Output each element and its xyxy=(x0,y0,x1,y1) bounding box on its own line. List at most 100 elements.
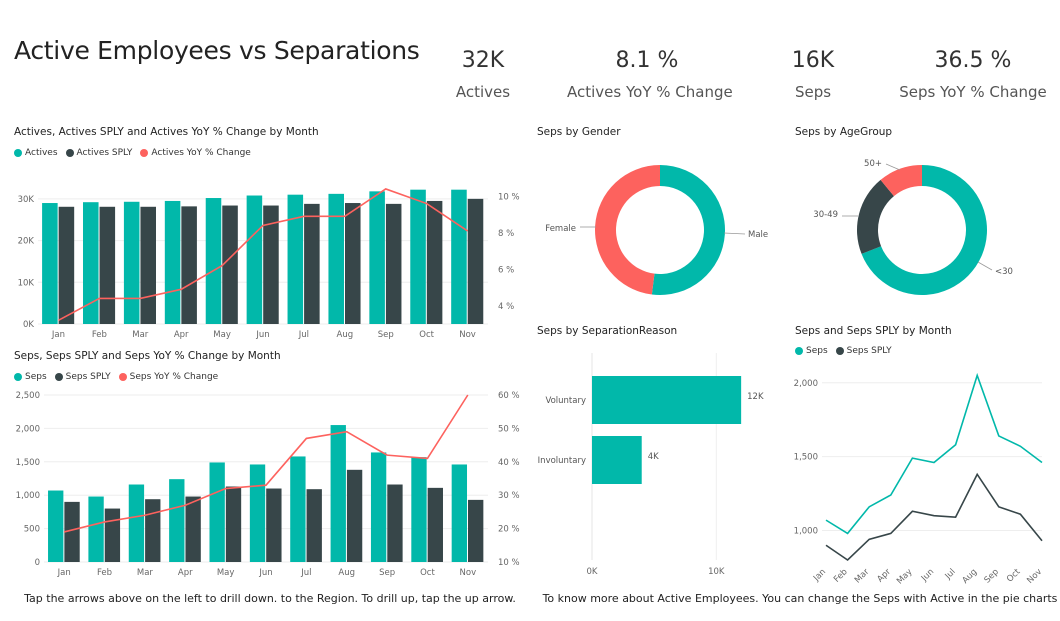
kpi-value: 36.5 % xyxy=(934,48,1012,73)
y-tick-label: 2,000 xyxy=(16,424,40,434)
legend-label: Actives SPLY xyxy=(76,148,133,158)
leader-line xyxy=(885,163,901,171)
kpi-card-actives-yoy[interactable]: 8.1 % Actives YoY % Change xyxy=(567,48,733,101)
bar-actives-sply xyxy=(140,206,156,324)
y-tick-label: 0K xyxy=(23,320,34,330)
x-tick-label: Feb xyxy=(832,567,850,585)
x-tick-label: Jan xyxy=(57,568,71,578)
bar-actives xyxy=(410,189,426,324)
kpi-card-seps-yoy[interactable]: 36.5 % Seps YoY % Change xyxy=(898,48,1048,101)
x-tick-label: Sep xyxy=(983,567,1001,585)
agegroup-donut-chart[interactable]: <30 30-49 50+ xyxy=(790,150,1055,315)
bar-seps-sply xyxy=(387,484,403,562)
x-tick-label: May xyxy=(895,567,915,585)
legend-item[interactable]: Actives xyxy=(14,148,58,158)
x-tick-label: Jan xyxy=(811,567,828,584)
bar-actives-sply xyxy=(263,205,279,324)
y2-tick-label: 20 % xyxy=(498,525,520,535)
agegroup-donut-title: Seps by AgeGroup xyxy=(795,126,893,138)
bar-seps xyxy=(370,452,387,562)
bar-seps xyxy=(249,464,266,562)
gender-donut-title: Seps by Gender xyxy=(537,126,621,138)
bar-actives-sply xyxy=(222,205,238,324)
x-tick-label: 10K xyxy=(708,567,725,577)
x-tick-label: Jun xyxy=(919,567,936,584)
legend-dot xyxy=(65,149,74,157)
bar-actives xyxy=(42,203,58,324)
kpi-card-seps[interactable]: 16K Seps xyxy=(773,48,853,101)
x-tick-label: Jun xyxy=(258,568,272,578)
legend-label: Seps SPLY xyxy=(846,346,892,356)
seps-line-legend[interactable]: Seps Seps SPLY xyxy=(795,346,892,356)
bar-seps-sply xyxy=(266,488,282,562)
kpi-card-actives[interactable]: 32K Actives xyxy=(438,48,528,101)
bar-seps xyxy=(128,484,145,562)
legend-item[interactable]: Seps xyxy=(14,372,47,382)
legend-item[interactable]: Actives SPLY xyxy=(65,148,133,158)
y2-tick-label: 6 % xyxy=(498,265,514,275)
y2-tick-label: 60 % xyxy=(498,391,520,401)
x-tick-label: Aug xyxy=(961,567,980,585)
bar-actives xyxy=(369,191,385,324)
bar-seps xyxy=(411,457,427,562)
bar-actives xyxy=(246,195,263,324)
x-tick-label: Feb xyxy=(92,330,107,340)
x-tick-label: Jan xyxy=(51,330,65,340)
legend-dot xyxy=(14,149,22,157)
data-label: 4K xyxy=(648,452,659,462)
y2-tick-label: 4 % xyxy=(498,302,514,312)
bar-seps-sply xyxy=(346,469,363,562)
bar-actives-sply xyxy=(385,203,402,324)
y-tick-label: 10K xyxy=(18,278,35,288)
bar-actives xyxy=(123,201,140,324)
line-series-seps-sply xyxy=(825,472,1043,562)
y-tick-label: 1,000 xyxy=(794,526,818,536)
y-tick-label: 1,500 xyxy=(16,458,40,468)
bar-seps-sply xyxy=(225,486,242,562)
donut-slice-label: 50+ xyxy=(864,159,882,169)
x-tick-label: Apr xyxy=(875,567,893,585)
y-tick-label: 500 xyxy=(24,525,40,535)
legend-label: Actives YoY % Change xyxy=(151,148,251,158)
x-tick-label: Oct xyxy=(419,330,434,340)
bar-seps xyxy=(88,496,104,562)
seps-line-chart[interactable]: 1,000 1,500 2,000 Jan Feb Mar Apr May Jun Jul Aug S… xyxy=(790,360,1055,585)
legend-item[interactable]: Seps xyxy=(795,346,828,356)
y-tick-label: 2,000 xyxy=(794,379,818,389)
legend-dot xyxy=(835,347,844,355)
donut-slice-female xyxy=(595,165,660,295)
donut-slice--30 xyxy=(861,165,987,295)
x-tick-label: Jun xyxy=(255,330,269,340)
separation-reason-bar-chart[interactable]: Voluntary 12K Involuntary 4K 0K 10K xyxy=(530,345,785,585)
bar-actives-sply xyxy=(345,203,361,324)
legend-item[interactable]: Seps SPLY xyxy=(835,346,892,356)
yoy-change-line xyxy=(63,394,469,533)
y2-tick-label: 10 % xyxy=(498,192,520,202)
legend-dot xyxy=(14,373,22,381)
x-tick-label: Jul xyxy=(300,568,311,578)
category-label: Involuntary xyxy=(538,456,586,466)
yoy-change-line xyxy=(58,188,468,322)
kpi-value: 32K xyxy=(461,48,505,73)
bar-actives xyxy=(287,194,304,324)
gender-donut-chart[interactable]: Male Female xyxy=(530,150,785,315)
x-tick-label: Oct xyxy=(1005,567,1023,585)
bar-actives-sply xyxy=(426,200,443,324)
x-tick-label: Jul xyxy=(298,330,309,340)
bar-seps-sply xyxy=(427,487,443,562)
kpi-label: Actives YoY % Change xyxy=(567,83,733,101)
legend-item[interactable]: Seps SPLY xyxy=(54,372,111,382)
legend-item[interactable]: Seps YoY % Change xyxy=(118,372,218,382)
seps-chart-legend[interactable]: Seps Seps SPLY Seps YoY % Change xyxy=(14,372,218,382)
bar-seps xyxy=(209,462,225,562)
donut-slice-label: <30 xyxy=(995,267,1013,277)
x-tick-label: Nov xyxy=(459,330,476,340)
seps-combo-chart[interactable]: 0 500 1,000 1,500 2,000 2,500 10 % 20 % 30 % 40 %… xyxy=(0,383,540,583)
kpi-label: Seps YoY % Change xyxy=(899,83,1047,101)
actives-chart-legend[interactable]: Actives Actives SPLY Actives YoY % Chang… xyxy=(14,148,251,158)
seps-line-title: Seps and Seps SPLY by Month xyxy=(795,325,952,337)
actives-combo-chart[interactable]: 0K 10K 20K 30K 4 % 6 % 8 % 10 % Jan Feb Mar Apr May J… xyxy=(0,170,540,345)
bar-seps xyxy=(48,490,64,562)
x-tick-label: Nov xyxy=(460,568,477,578)
legend-item[interactable]: Actives YoY % Change xyxy=(140,148,251,158)
